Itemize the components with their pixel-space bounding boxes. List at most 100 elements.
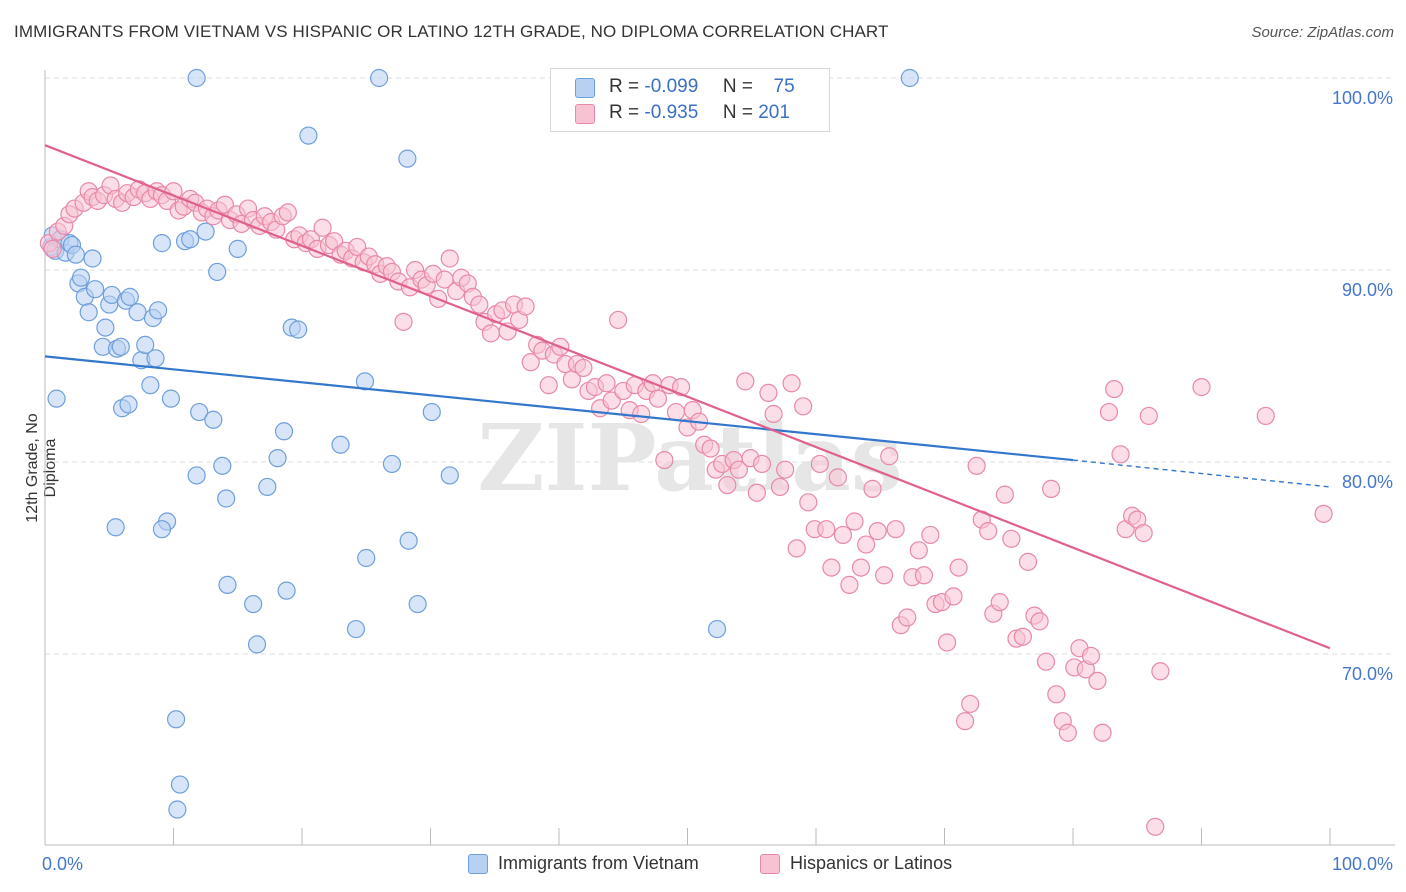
trend-line-vietnam: [44, 355, 1074, 462]
data-point: [247, 635, 267, 654]
data-point: [516, 297, 535, 316]
data-point: [770, 477, 790, 497]
bottom-legend-swatch-pink: [760, 854, 780, 874]
y-tick-label: 70.0%: [1342, 664, 1393, 684]
data-point: [204, 410, 223, 429]
data-point: [979, 522, 998, 541]
data-point: [666, 402, 686, 422]
data-point: [213, 456, 232, 475]
data-point: [782, 374, 801, 393]
legend-swatch-blue: [575, 78, 595, 98]
data-point: [228, 239, 247, 258]
data-point: [909, 541, 928, 560]
data-point: [120, 287, 139, 306]
data-point: [900, 68, 919, 88]
tick-labels: 70.0% 80.0% 90.0% 100.0% 0.0% 100.0%: [42, 88, 1393, 874]
data-point: [597, 374, 616, 393]
y-tick-label: 100.0%: [1332, 88, 1393, 108]
data-point: [422, 402, 441, 422]
data-point: [937, 633, 957, 652]
data-point: [1151, 662, 1170, 681]
data-point: [1111, 445, 1130, 464]
data-point: [990, 593, 1009, 612]
data-point: [187, 68, 206, 88]
data-point: [833, 525, 853, 545]
data-point: [609, 310, 628, 330]
data-point: [268, 449, 287, 468]
y-tick-label: 80.0%: [1342, 472, 1393, 492]
legend-n-label: N =: [722, 76, 753, 97]
data-point: [1047, 685, 1066, 704]
data-point: [794, 397, 813, 416]
legend-r-value: -0.935: [644, 102, 699, 123]
data-point: [961, 694, 980, 714]
grid-lines: [45, 77, 1395, 655]
data-point: [718, 475, 737, 495]
data-point: [851, 558, 871, 577]
data-point: [408, 594, 427, 614]
series-immigrants-from-vietnam: [42, 68, 919, 819]
data-point: [1030, 612, 1049, 631]
data-point: [470, 295, 489, 314]
data-point: [440, 466, 459, 485]
data-point: [822, 558, 841, 577]
data-point: [1256, 406, 1275, 426]
data-point: [83, 249, 102, 268]
data-point: [208, 262, 227, 282]
bottom-legend-swatch-blue: [468, 854, 488, 874]
data-point: [539, 376, 558, 395]
legend-r-value: -0.099: [644, 76, 699, 97]
data-point: [128, 303, 147, 322]
data-point: [1105, 379, 1124, 399]
data-point: [764, 404, 783, 424]
data-point: [96, 318, 115, 337]
data-point: [146, 349, 165, 368]
y-tick-label: 90.0%: [1342, 280, 1393, 300]
data-point: [752, 454, 772, 474]
data-point: [521, 353, 540, 372]
source-label: Source: ZipAtlas.com: [1251, 24, 1394, 41]
data-point: [955, 712, 975, 731]
data-point: [161, 389, 181, 408]
data-point: [370, 68, 389, 88]
data-point: [398, 149, 417, 168]
chart-title: IMMIGRANTS FROM VIETNAM VS HISPANIC OR L…: [14, 22, 889, 41]
data-point: [399, 531, 418, 550]
data-point: [86, 280, 105, 299]
x-tick-label-min: 0.0%: [42, 854, 83, 874]
data-point: [1134, 523, 1153, 543]
data-point: [949, 558, 968, 577]
data-point: [828, 468, 847, 487]
data-point: [747, 483, 766, 502]
data-point: [190, 402, 209, 422]
legend-n-value: 75: [773, 76, 795, 97]
data-point: [299, 126, 318, 145]
data-point: [898, 608, 917, 627]
data-point: [863, 479, 882, 498]
data-point: [875, 566, 894, 585]
data-point: [1088, 671, 1107, 690]
data-point: [187, 466, 206, 485]
data-point: [289, 320, 308, 339]
data-point: [799, 493, 818, 512]
data-point: [736, 372, 755, 391]
data-point: [1081, 646, 1101, 666]
data-point: [655, 450, 674, 470]
data-point: [119, 395, 138, 414]
data-point: [868, 522, 887, 541]
data-point: [170, 775, 190, 794]
data-point: [1146, 817, 1165, 836]
data-point: [1314, 504, 1333, 523]
data-point: [787, 539, 806, 558]
legend-swatch-pink: [575, 104, 595, 124]
data-point: [886, 520, 905, 539]
data-point: [995, 485, 1014, 504]
data-point: [840, 575, 859, 594]
trend-line-vietnam-extension: [1072, 459, 1331, 488]
data-point: [346, 619, 366, 639]
trend-line-hispanic: [44, 144, 1331, 650]
data-point: [357, 548, 376, 568]
data-point: [776, 460, 795, 479]
legend-r-label: R =: [609, 102, 640, 123]
bottom-legend-label-vietnam: Immigrants from Vietnam: [498, 853, 699, 873]
